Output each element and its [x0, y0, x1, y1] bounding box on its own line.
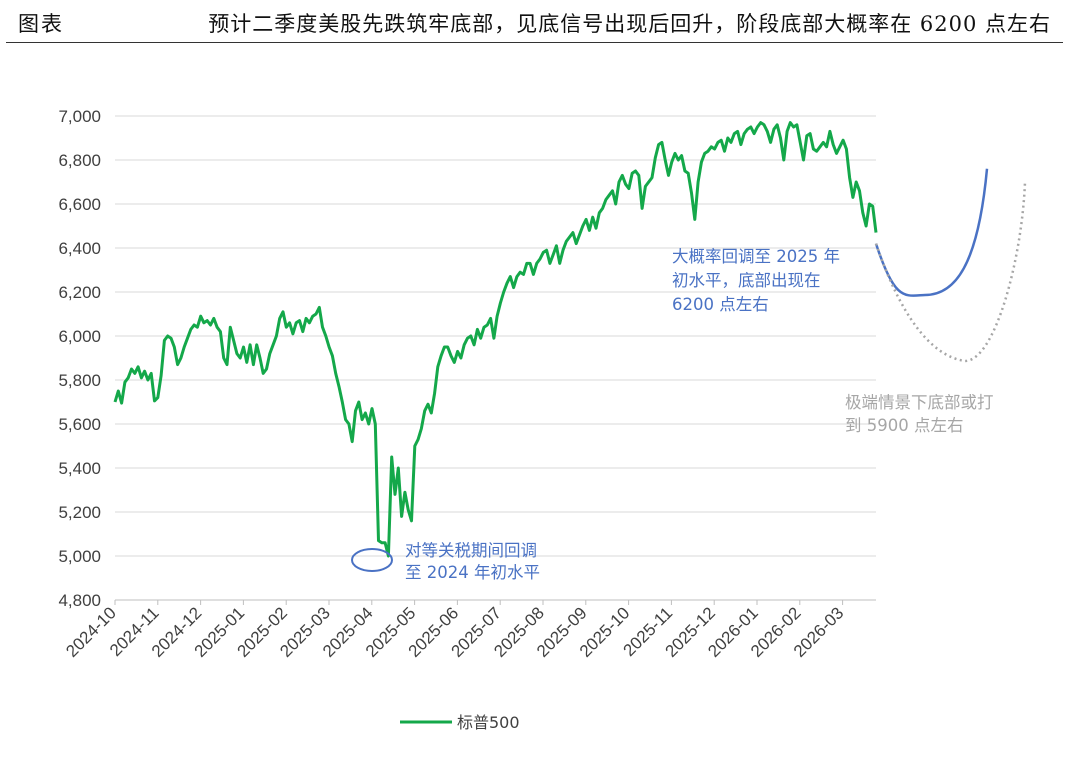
annotation-base-bottom-line: 6200 点左右 — [672, 295, 769, 314]
annotation-marks — [351, 548, 393, 572]
annotation-base-bottom-line: 大概率回调至 2025 年 — [672, 247, 840, 266]
figure-label: 图表 — [18, 12, 64, 36]
projection-curve-base — [874, 168, 989, 297]
y-tick-label: 6,000 — [58, 327, 101, 346]
y-tick-label: 6,600 — [58, 195, 101, 214]
projection-curve-extreme — [874, 181, 1027, 363]
figure-title: 预计二季度美股先跌筑牢底部，见底信号出现后回升，阶段底部大概率在 6200 点左… — [208, 12, 1051, 36]
annotation-tariff-pullback-line: 至 2024 年初水平 — [405, 563, 540, 582]
legend: 标普500 — [400, 713, 520, 732]
y-tick-label: 5,400 — [58, 459, 101, 478]
y-tick-label: 5,200 — [58, 503, 101, 522]
annotation-tariff-pullback-line: 对等关税期间回调 — [405, 541, 537, 560]
header-rule — [6, 42, 1063, 43]
figure-header: 图表 预计二季度美股先跌筑牢底部，见底信号出现后回升，阶段底部大概率在 6200… — [0, 0, 1069, 44]
y-axis: 7,000 6,800 6,600 6,400 6,200 6,000 5,800 5,600… — [58, 107, 101, 610]
y-tick-label: 7,000 — [58, 107, 101, 126]
y-tick-label: 5,800 — [58, 371, 101, 390]
y-tick-label: 5,000 — [58, 547, 101, 566]
annotation-extreme-bottom-line: 极端情景下底部或打 — [845, 393, 994, 412]
annotation-extreme-bottom-line: 到 5900 点左右 — [845, 416, 963, 435]
tariff-low-marker — [351, 548, 393, 572]
series-layer — [113, 121, 878, 558]
y-tick-label: 6,800 — [58, 151, 101, 170]
x-axis: 2024-102024-112024-122025-012025-022025-… — [62, 599, 876, 661]
y-tick-label: 6,200 — [58, 283, 101, 302]
grid-lines — [115, 115, 876, 601]
y-tick-label: 6,400 — [58, 239, 101, 258]
projection-curves — [874, 168, 1027, 363]
sp500-line — [113, 121, 878, 558]
y-tick-label: 5,600 — [58, 415, 101, 434]
annotation-base-bottom-line: 初水平，底部出现在 — [672, 271, 821, 290]
legend-label: 标普500 — [457, 713, 520, 732]
y-tick-label: 4,800 — [58, 591, 101, 610]
